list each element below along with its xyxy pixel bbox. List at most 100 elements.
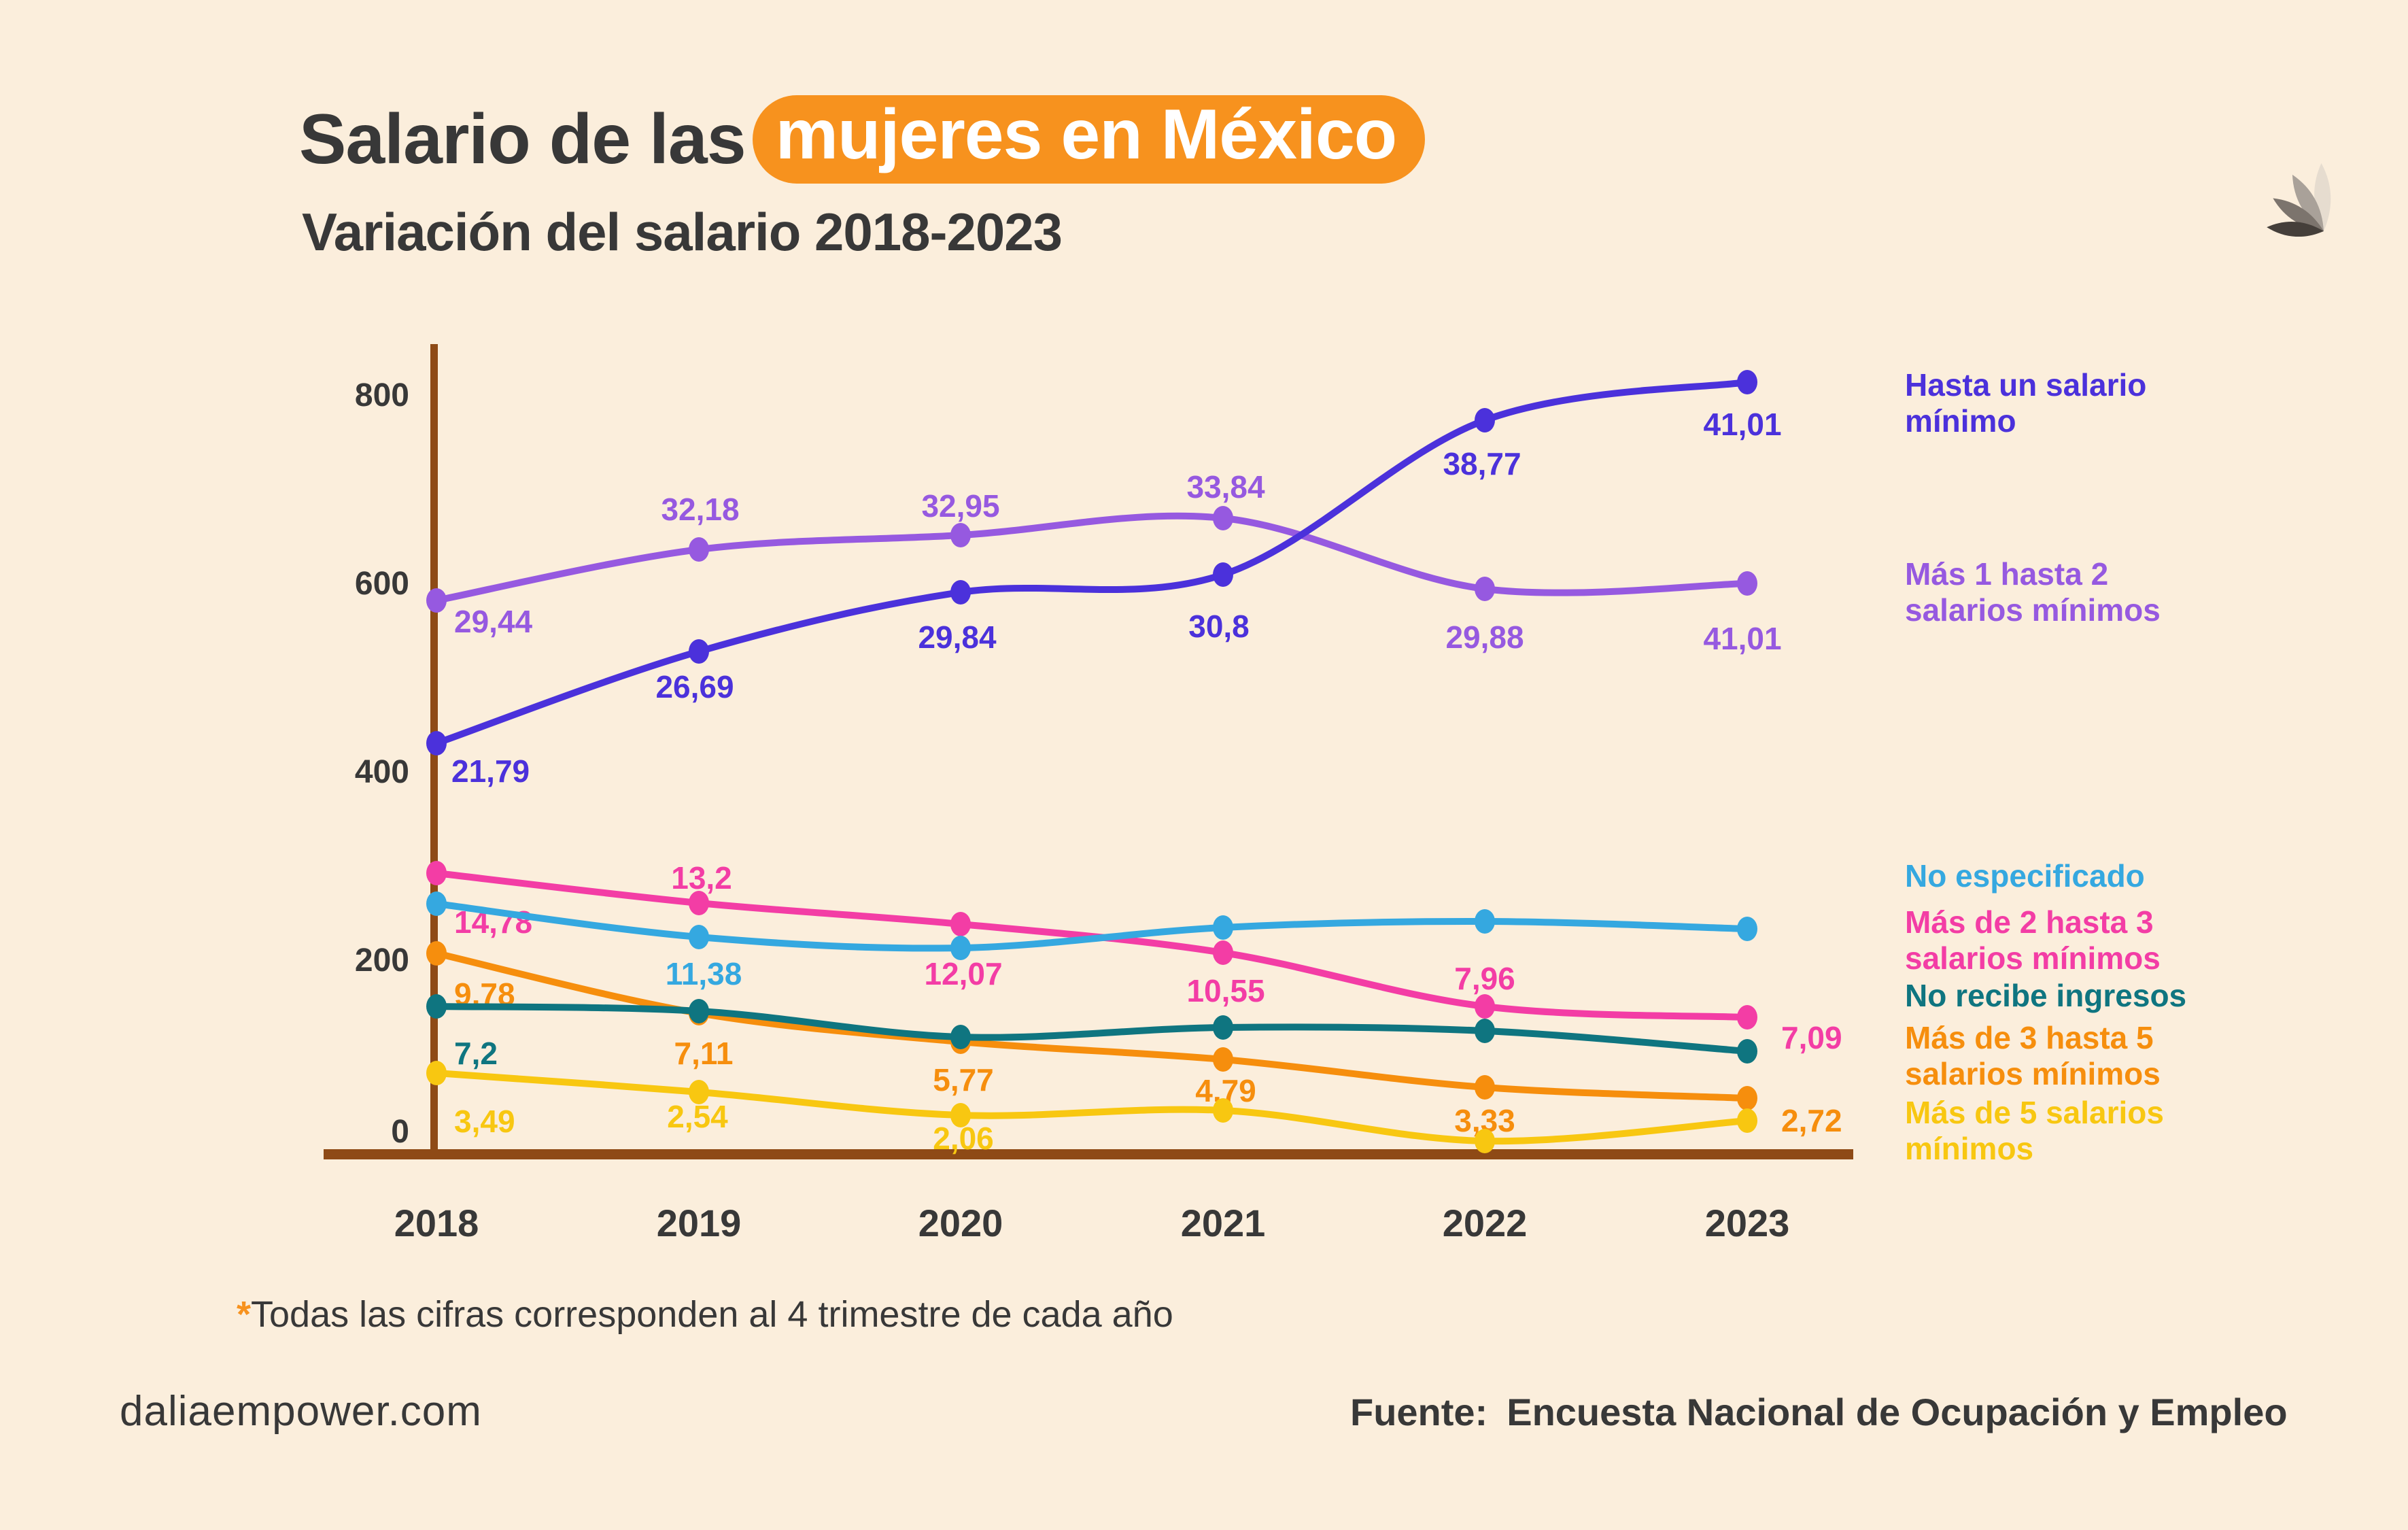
- data-point: [1737, 1086, 1757, 1110]
- data-point: [1213, 915, 1233, 940]
- y-axis-tick-label: 800: [355, 377, 409, 413]
- data-point: [689, 925, 709, 949]
- page-title-prefix: Salario de las: [299, 99, 746, 179]
- series-line: [433, 870, 1751, 1021]
- data-point: [1737, 1005, 1757, 1030]
- footnote-asterisk: *: [237, 1294, 252, 1335]
- logo-petal: [2273, 198, 2324, 231]
- data-point: [1213, 940, 1233, 965]
- legend-item-mas-1-hasta-2: Más 1 hasta 2 salarios mínimos: [1905, 556, 2161, 628]
- x-axis-year-label: 2021: [1181, 1202, 1266, 1244]
- footnote: *Todas las cifras corresponden al 4 trim…: [237, 1293, 1173, 1336]
- data-point: [1737, 1039, 1757, 1064]
- data-point: [1475, 994, 1495, 1019]
- data-point-value-label: 32,95: [921, 488, 999, 524]
- data-point-value-label: 29,44: [454, 604, 533, 639]
- data-point: [1213, 1098, 1233, 1123]
- data-point: [426, 861, 447, 885]
- data-point: [689, 999, 709, 1023]
- data-point-value-label: 10,55: [1186, 973, 1265, 1008]
- data-point: [1213, 1047, 1233, 1072]
- data-point: [950, 912, 971, 936]
- data-point-value-label: 2,06: [933, 1121, 994, 1156]
- data-point: [1475, 1129, 1495, 1153]
- legend-item-hasta-un-salario-minimo: Hasta un salario mínimo: [1905, 367, 2147, 439]
- y-axis-tick-label: 200: [355, 942, 409, 979]
- data-point-value-label: 11,38: [666, 956, 742, 991]
- data-point: [950, 1025, 971, 1049]
- data-point-value-label: 38,77: [1443, 446, 1521, 481]
- data-point-value-label: 13,2: [671, 860, 732, 896]
- legend-item-mas-3-hasta-5: Más de 3 hasta 5 salarios mínimos: [1905, 1020, 2161, 1092]
- data-point: [1213, 1015, 1233, 1040]
- data-point-value-label: 2,72: [1781, 1103, 1842, 1138]
- dalia-leaf-logo-icon: [2267, 163, 2331, 237]
- data-point-value-label: 2,54: [667, 1099, 728, 1134]
- page-title-highlight-pill: mujeres en México: [752, 95, 1426, 184]
- y-axis-tick-label: 0: [391, 1114, 409, 1150]
- data-point-value-label: 12,07: [924, 956, 1002, 991]
- data-point: [1475, 909, 1495, 934]
- series-line: [433, 512, 1751, 604]
- data-point: [1475, 577, 1495, 601]
- data-point-value-label: 29,84: [918, 619, 997, 655]
- data-point: [950, 523, 971, 547]
- series-line: [433, 900, 1751, 952]
- logo-petal: [2267, 222, 2324, 237]
- data-point-value-label: 33,84: [1186, 469, 1265, 505]
- data-point: [950, 1103, 971, 1127]
- series-line: [433, 950, 1751, 1102]
- data-point: [426, 1061, 447, 1085]
- data-point-value-label: 30,8: [1188, 609, 1250, 644]
- legend-item-mas-2-hasta-3: Más de 2 hasta 3 salarios mínimos: [1905, 904, 2161, 976]
- source-label: Fuente:: [1350, 1391, 1488, 1433]
- x-axis-year-label: 2020: [918, 1202, 1003, 1244]
- page-subtitle: Variación del salario 2018-2023: [302, 202, 1063, 262]
- footnote-text: Todas las cifras corresponden al 4 trime…: [251, 1294, 1173, 1335]
- data-point: [1475, 1075, 1495, 1100]
- data-point: [689, 537, 709, 562]
- source-text: Encuesta Nacional de Ocupación y Empleo: [1507, 1391, 2288, 1433]
- data-point-value-label: 29,88: [1445, 619, 1524, 655]
- data-point-value-label: 21,79: [451, 753, 530, 789]
- data-point: [689, 891, 709, 915]
- data-point-value-label: 3,49: [454, 1104, 515, 1139]
- logo-petal: [2292, 174, 2324, 231]
- data-point: [426, 588, 447, 613]
- series-line: [433, 1003, 1751, 1055]
- data-point: [1475, 408, 1495, 432]
- data-point-value-label: 5,77: [933, 1062, 994, 1098]
- data-point: [1737, 917, 1757, 941]
- website-link[interactable]: daliaempower.com: [120, 1388, 482, 1435]
- data-point: [1737, 370, 1757, 394]
- data-point: [426, 941, 447, 966]
- source-line: Fuente: Encuesta Nacional de Ocupación y…: [1350, 1390, 2288, 1434]
- data-point: [1213, 562, 1233, 587]
- data-point-value-label: 41,01: [1703, 407, 1781, 442]
- data-point-value-label: 7,09: [1781, 1020, 1842, 1055]
- x-axis-year-label: 2023: [1705, 1202, 1790, 1244]
- y-axis-tick-label: 400: [355, 754, 409, 790]
- data-point-value-label: 7,11: [674, 1036, 734, 1071]
- data-point: [950, 936, 971, 960]
- data-point: [426, 891, 447, 916]
- y-axis-tick-label: 600: [355, 566, 409, 602]
- data-point: [689, 639, 709, 664]
- data-point: [1475, 1019, 1495, 1043]
- data-point-value-label: 32,18: [661, 492, 739, 527]
- page-title: Salario de las mujeres en México: [299, 95, 1426, 184]
- data-point: [426, 731, 447, 755]
- legend-item-no-especificado: No especificado: [1905, 858, 2145, 894]
- data-point: [1737, 1108, 1757, 1133]
- data-point: [689, 1080, 709, 1104]
- data-point: [1213, 506, 1233, 530]
- data-point: [1737, 571, 1757, 596]
- x-axis-line: [324, 1149, 1853, 1159]
- x-axis-year-label: 2019: [657, 1202, 742, 1244]
- data-point-value-label: 26,69: [655, 669, 734, 704]
- x-axis-year-label: 2022: [1443, 1202, 1528, 1244]
- data-point-value-label: 41,01: [1703, 621, 1781, 656]
- data-point: [426, 994, 447, 1019]
